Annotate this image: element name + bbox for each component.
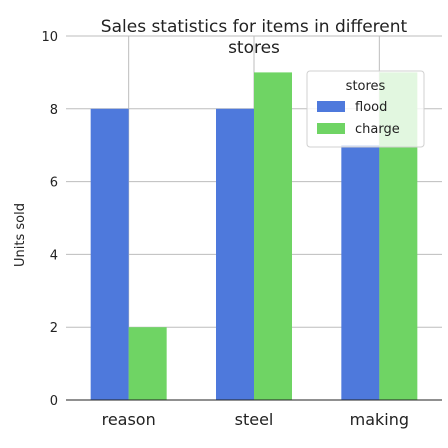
x-tick-label: making [350, 410, 409, 429]
bar-flood-steel [216, 108, 254, 401]
bar-charge-steel [254, 72, 292, 401]
bars [90, 72, 418, 401]
bar-flood-making [341, 145, 380, 400]
legend-label-charge: charge [355, 122, 400, 137]
y-tick-label: 2 [50, 321, 58, 336]
x-tick-label: steel [235, 410, 274, 429]
y-tick-label: 4 [50, 248, 58, 263]
y-tick-label: 8 [50, 103, 58, 118]
y-axis-label: Units sold [13, 203, 28, 267]
y-tick-label: 0 [50, 394, 58, 409]
legend: stores flood charge [306, 70, 425, 148]
legend-swatch-flood [317, 101, 345, 112]
bar-charge-reason [128, 327, 167, 400]
chart-title-line-1: Sales statistics for items in different [101, 17, 408, 37]
legend-title: stores [346, 79, 386, 94]
legend-label-flood: flood [355, 100, 387, 115]
y-tick-label: 10 [41, 30, 58, 45]
y-tick-label: 6 [50, 176, 58, 191]
axes: 0 2 4 6 8 10 reason steel making [41, 30, 442, 429]
legend-swatch-charge [317, 123, 345, 134]
bar-flood-reason [90, 108, 129, 401]
x-tick-label: reason [102, 410, 156, 429]
